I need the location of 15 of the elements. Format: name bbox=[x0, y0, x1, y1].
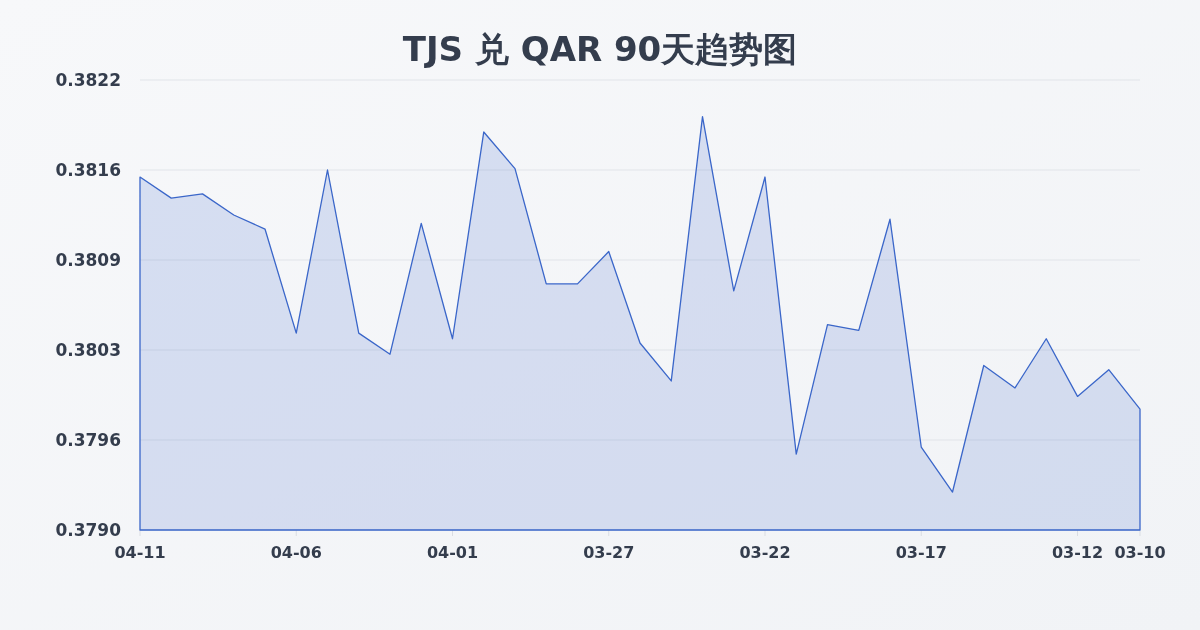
x-tick-label: 04-06 bbox=[270, 543, 322, 562]
y-tick-label: 0.3790 bbox=[55, 520, 122, 540]
x-tick-label: 03-22 bbox=[739, 543, 791, 562]
x-tick-label: 04-11 bbox=[114, 543, 166, 562]
x-tick-label: 03-27 bbox=[583, 543, 635, 562]
y-tick-label: 0.3809 bbox=[55, 250, 121, 270]
x-tick-label: 03-10 bbox=[1114, 543, 1166, 562]
y-tick-label: 0.3803 bbox=[55, 340, 121, 360]
y-tick-label: 0.3822 bbox=[55, 70, 121, 90]
x-tick-label: 03-12 bbox=[1051, 543, 1104, 562]
y-tick-label: 0.3816 bbox=[55, 160, 121, 180]
x-tick-label: 04-01 bbox=[426, 543, 479, 562]
x-tick-label: 03-17 bbox=[895, 543, 947, 562]
y-tick-label: 0.3796 bbox=[55, 430, 121, 450]
chart-title: TJS 兑 QAR 90天趋势图 bbox=[402, 29, 798, 69]
